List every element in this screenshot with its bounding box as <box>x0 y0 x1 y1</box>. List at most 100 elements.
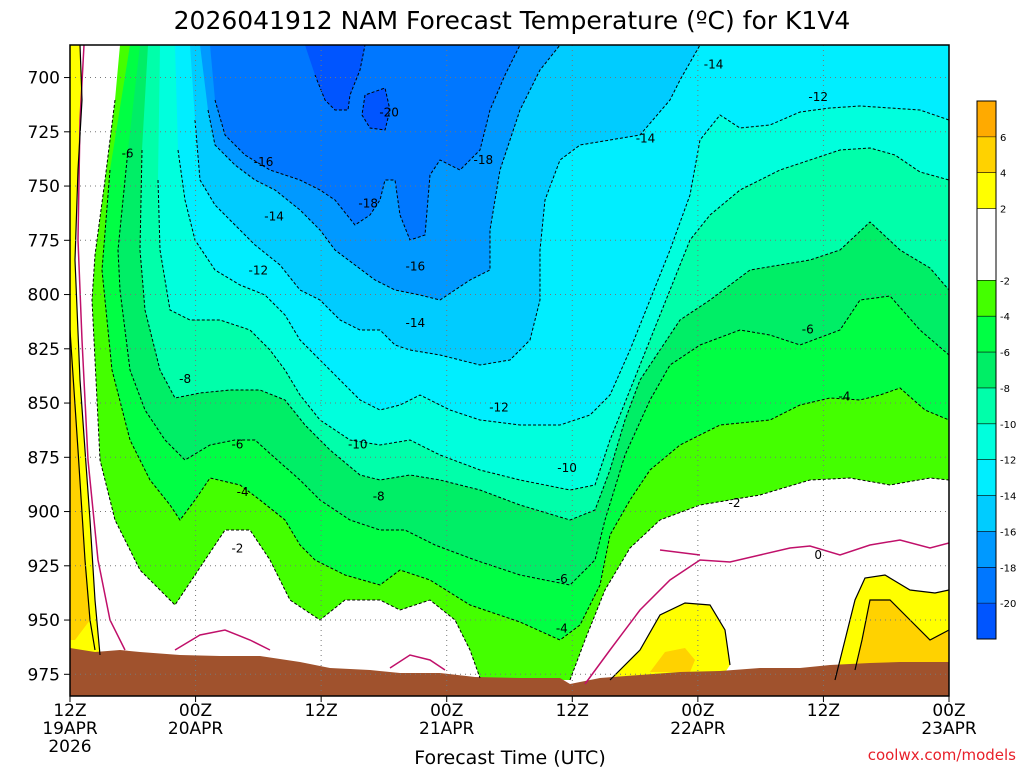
contour-label: -4 <box>556 622 568 636</box>
colorbar-bin <box>977 136 996 173</box>
contour-label: -6 <box>231 437 243 451</box>
zero-isotherm-right-lower <box>659 549 701 556</box>
y-tick-label: 700 <box>28 69 60 89</box>
isotherm-minus12 <box>177 105 949 426</box>
y-tick-label: 925 <box>28 557 60 577</box>
colorbar-label: -10 <box>1000 420 1016 431</box>
x-tick-label: 23APR <box>921 719 977 739</box>
colorbar-label: -4 <box>1000 312 1010 323</box>
contour-label: -14 <box>636 131 656 145</box>
colorbar-label: -20 <box>1000 599 1016 610</box>
colorbar-bin <box>977 280 996 317</box>
x-tick-label: 00Z <box>430 701 463 721</box>
x-tick-label: 00Z <box>932 701 965 721</box>
warm-line-left <box>74 45 101 656</box>
colorbar-bin <box>977 603 996 639</box>
contour-label: -18 <box>358 196 378 210</box>
colorbar-label: -6 <box>1000 348 1010 359</box>
x-tick-label: 21APR <box>419 719 475 739</box>
colorbar-legend: 6 4 2 -2 -4 -6 -8 -10 -12 -14 -16 -18 -20 <box>976 100 1016 640</box>
isotherm-dashed-lines <box>91 45 949 681</box>
contour-label: -10 <box>557 461 577 475</box>
contour-label: 0 <box>814 548 822 562</box>
contour-label: -8 <box>373 489 385 503</box>
x-tick-label: 12Z <box>807 701 840 721</box>
colorbar-label: -14 <box>1000 492 1016 503</box>
contour-label: -18 <box>474 153 494 167</box>
isotherm-minus10 <box>157 147 949 491</box>
colorbar-label: -18 <box>1000 563 1016 574</box>
contour-label: -20 <box>379 105 399 119</box>
y-tick-label: 725 <box>28 123 60 143</box>
isotherm-minus16 <box>207 45 561 301</box>
y-tick-label: 850 <box>28 394 60 414</box>
x-tick-label: 00Z <box>179 701 212 721</box>
contour-label: -2 <box>231 541 243 555</box>
y-tick-label: 975 <box>28 665 60 685</box>
contour-label: -10 <box>348 437 368 451</box>
isotherm-minus18 <box>214 45 521 241</box>
colorbar-label: 6 <box>1000 133 1006 144</box>
isotherm-minus20 <box>314 45 391 131</box>
y-tick-label: 900 <box>28 503 60 523</box>
x-tick-label: 22APR <box>670 719 726 739</box>
y-tick-label: 950 <box>28 611 60 631</box>
y-tick-label: 825 <box>28 340 60 360</box>
plot-grid <box>70 45 949 696</box>
warm-line-right-3 <box>854 599 949 671</box>
y-tick-label: 775 <box>28 231 60 251</box>
colorbar-bin <box>977 208 996 281</box>
contour-label: -12 <box>489 400 509 414</box>
zero-isotherm-bottom <box>174 629 271 651</box>
warm-isotherm-lines <box>70 45 949 681</box>
isotherm-minus4 <box>101 169 949 641</box>
colorbar-bin <box>977 531 996 568</box>
contour-label: -4 <box>838 390 850 404</box>
x-axis-title: Forecast Time (UTC) <box>414 747 605 768</box>
temperature-fill-regions <box>70 45 949 696</box>
zero-isotherm-right <box>584 539 949 685</box>
colorbar-bin <box>977 423 996 460</box>
warm-line-right-2 <box>834 574 949 681</box>
colorbar-bin <box>977 567 996 604</box>
contour-label: -6 <box>802 322 814 336</box>
x-tick-label: 20APR <box>168 719 224 739</box>
colorbar-label: -8 <box>1000 384 1010 395</box>
colorbar-bin <box>977 352 996 388</box>
contour-label: -6 <box>122 147 134 161</box>
contour-label: -14 <box>406 316 426 330</box>
contour-label: -6 <box>556 572 568 586</box>
x-tick-label: 00Z <box>681 701 714 721</box>
colorbar-label: -2 <box>1000 276 1010 287</box>
y-tick-label: 875 <box>28 448 60 468</box>
isotherm-minus14 <box>194 45 701 366</box>
contour-label: -8 <box>179 372 191 386</box>
colorbar-label: 2 <box>1000 205 1006 216</box>
colorbar-label: -16 <box>1000 527 1016 538</box>
contour-label: -14 <box>264 209 284 223</box>
below-ground-terrain <box>70 648 949 696</box>
colorbar-bin <box>977 101 996 137</box>
y-tick-label: 800 <box>28 286 60 306</box>
band-minus20-to-minus22b <box>362 88 390 130</box>
plot-frame <box>69 44 950 697</box>
band-minus18-to-minus20 <box>210 45 520 240</box>
y-axis: 700 725 750 775 800 825 850 875 900 925 950 975 <box>28 69 70 685</box>
x-tick-label: 12Z <box>556 701 589 721</box>
band-warm-right-2-inner <box>855 600 949 670</box>
contour-label: -14 <box>704 58 724 72</box>
contour-label: -16 <box>254 155 274 169</box>
chart-title: 2026041912 NAM Forecast Temperature (ºC)… <box>174 6 851 35</box>
colorbar-bin <box>977 316 996 353</box>
credit-text: coolwx.com/models <box>868 746 1016 764</box>
band-warm-right-1 <box>610 603 730 680</box>
band-warm-right-1-inner <box>650 648 695 672</box>
contour-labels: -6-16-14-12-8-6-4-2-20-18-18-16-14-12-10… <box>122 58 851 636</box>
contour-label: -2 <box>728 496 740 510</box>
colorbar-bin <box>977 387 996 424</box>
colorbar-bin <box>977 172 996 209</box>
isotherm-minus2 <box>91 99 949 681</box>
y-tick-label: 750 <box>28 177 60 197</box>
